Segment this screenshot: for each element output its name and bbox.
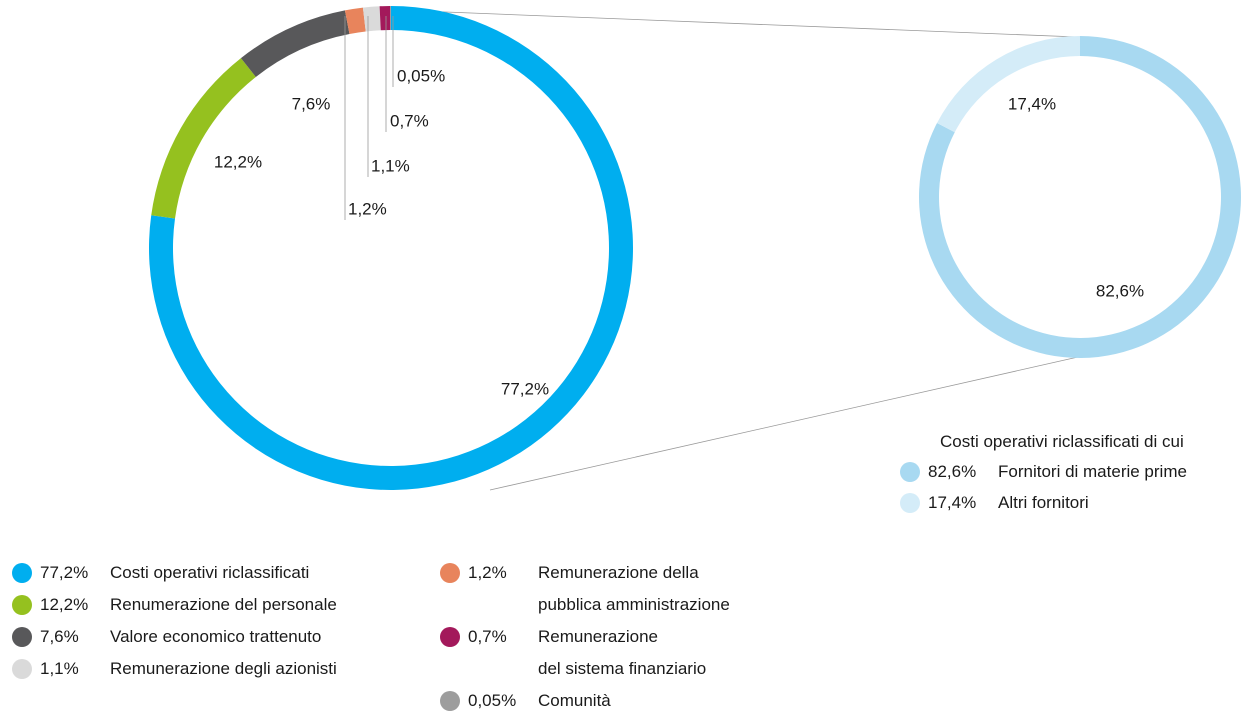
legend-value: 82,6% — [928, 462, 977, 481]
legend-label: Valore economico trattenuto — [110, 627, 322, 646]
legend-swatch — [440, 691, 460, 711]
legend-value: 0,05% — [468, 691, 517, 710]
legend-swatch — [12, 595, 32, 615]
legend-value: 1,1% — [40, 659, 79, 678]
data-label: 7,6% — [292, 94, 331, 113]
donut-slice — [151, 58, 256, 219]
legend-swatch — [12, 659, 32, 679]
chart-title: Costi operativi riclassificati di cui — [940, 432, 1184, 451]
legend-swatch — [440, 627, 460, 647]
legend-value: 1,2% — [468, 563, 507, 582]
zoom-connector — [489, 356, 1079, 491]
donut-slice — [937, 36, 1080, 133]
data-label: 1,2% — [348, 199, 387, 218]
donut-slice — [362, 6, 381, 32]
legend-label: Costi operativi riclassificati — [110, 563, 310, 582]
data-label: 0,7% — [390, 111, 429, 130]
legend-value: 77,2% — [40, 563, 89, 582]
legend-swatch — [900, 462, 920, 482]
legend-value: 0,7% — [468, 627, 507, 646]
legend-swatch — [900, 493, 920, 513]
donut-slice — [240, 10, 350, 77]
legend-label: Remunerazione del sistema finanziario — [538, 627, 707, 678]
data-label: 1,1% — [371, 156, 410, 175]
legend-value: 17,4% — [928, 493, 977, 512]
legend-value: 12,2% — [40, 595, 89, 614]
legend-swatch — [440, 563, 460, 583]
legend-label: Fornitori di materie prime — [998, 462, 1187, 481]
zoom-connector — [394, 9, 1079, 38]
donut-slice — [344, 7, 366, 34]
data-label: 12,2% — [214, 152, 262, 171]
legend-label: Remunerazione della pubblica amministraz… — [538, 563, 730, 614]
data-label: 0,05% — [397, 66, 445, 85]
legend-value: 7,6% — [40, 627, 79, 646]
legend-label: Remunerazione degli azionisti — [110, 659, 337, 678]
data-label: 82,6% — [1096, 281, 1144, 300]
legend-label: Renumerazione del personale — [110, 595, 337, 614]
data-label: 77,2% — [501, 379, 549, 398]
data-label: 17,4% — [1008, 94, 1056, 113]
legend-label: Comunità — [538, 691, 611, 710]
legend-swatch — [12, 563, 32, 583]
donut-slice — [390, 6, 391, 31]
legend-swatch — [12, 627, 32, 647]
donut-slice — [379, 6, 391, 31]
legend-label: Altri fornitori — [998, 493, 1089, 512]
